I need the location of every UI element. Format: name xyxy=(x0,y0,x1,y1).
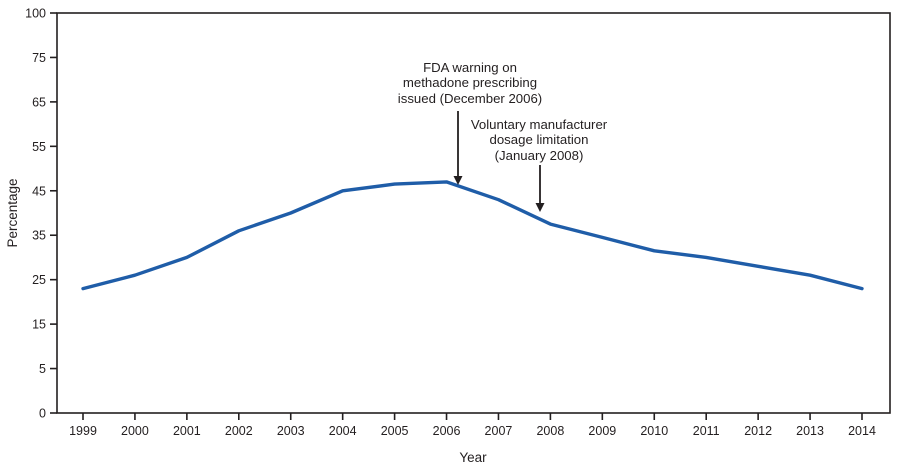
annotation-line: (January 2008) xyxy=(494,147,584,163)
y-tick-label: 25 xyxy=(32,273,46,287)
x-tick-label: 2000 xyxy=(121,424,149,438)
x-tick-label: 2011 xyxy=(693,424,720,438)
x-tick-label: 2013 xyxy=(796,424,824,438)
y-tick-label: 55 xyxy=(32,140,46,154)
y-tick-label: 45 xyxy=(32,184,46,198)
plot-frame xyxy=(56,12,891,414)
arrowhead-dosage-limitation xyxy=(535,203,545,212)
y-tick-label: 5 xyxy=(39,362,46,376)
x-tick-label: 2004 xyxy=(329,424,357,438)
arrowhead-fda-warning xyxy=(453,176,463,185)
x-tick-label: 2001 xyxy=(173,424,201,438)
x-tick-label: 2005 xyxy=(381,424,409,438)
x-tick-label: 2010 xyxy=(640,424,668,438)
x-tick-label: 2009 xyxy=(588,424,616,438)
x-tick-label: 2003 xyxy=(277,424,305,438)
annotation-line: FDA warning on xyxy=(423,60,517,75)
annotation-line: methadone prescribing xyxy=(402,75,538,91)
annotation-line: issued (December 2006) xyxy=(397,90,543,106)
x-tick-label: 2002 xyxy=(225,424,253,438)
x-tick-label: 2012 xyxy=(744,424,772,438)
x-tick-label: 2006 xyxy=(433,424,461,438)
x-tick-label: 1999 xyxy=(69,424,97,438)
y-tick-label: 100 xyxy=(25,7,46,21)
annotation-dosage-limitation: Voluntary manufacturer dosage limitation… xyxy=(429,117,649,163)
x-tick-label: 2014 xyxy=(848,424,876,438)
y-axis-title: Percentage xyxy=(5,178,20,247)
y-tick-label: 75 xyxy=(32,51,46,65)
annotation-fda-warning: FDA warning on methadone prescribing iss… xyxy=(360,60,580,106)
x-axis-title: Year xyxy=(459,450,487,465)
x-tick-label: 2007 xyxy=(485,424,513,438)
y-tick-label: 35 xyxy=(32,229,46,243)
annotation-line: Voluntary manufacturer xyxy=(470,117,608,132)
y-tick-label: 15 xyxy=(32,318,46,332)
x-tick-label: 2008 xyxy=(536,424,564,438)
annotation-line: dosage limitation xyxy=(489,132,589,148)
y-tick-label: 0 xyxy=(39,407,46,421)
y-tick-label: 65 xyxy=(32,95,46,109)
percentage-trend-line xyxy=(81,180,864,291)
